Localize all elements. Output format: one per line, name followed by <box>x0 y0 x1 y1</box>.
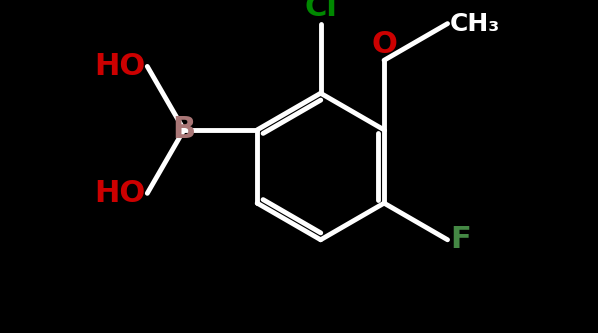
Text: CH₃: CH₃ <box>450 12 500 36</box>
Text: Cl: Cl <box>304 0 337 22</box>
Text: HO: HO <box>94 179 146 208</box>
Text: B: B <box>172 115 196 145</box>
Text: HO: HO <box>94 52 146 81</box>
Text: F: F <box>450 225 471 254</box>
Text: O: O <box>371 30 397 59</box>
